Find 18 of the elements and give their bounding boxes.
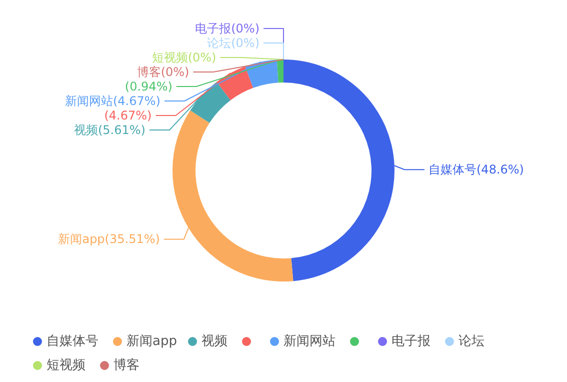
- legend-label: 自媒体号: [46, 334, 98, 349]
- category-label: 短视频(0%): [152, 50, 216, 64]
- category-label: 新闻app(35.51%): [58, 232, 160, 246]
- category-label: 新闻网站(4.67%): [64, 94, 160, 108]
- legend-label: 短视频: [46, 358, 86, 373]
- category-label: 视频(5.61%): [74, 123, 146, 137]
- category-label: 论坛(0%): [207, 36, 260, 50]
- legend-label: 电子报: [392, 334, 430, 349]
- data-label: (4.67%): [104, 108, 152, 122]
- legend-label: 新闻网站: [284, 334, 336, 349]
- legend-label: 博客: [114, 357, 140, 373]
- legend-label: 视频: [202, 334, 228, 349]
- legend-label: 新闻app: [126, 334, 177, 349]
- category-label: 电子报(0%): [195, 22, 260, 36]
- category-label: 自媒体号(48.6%): [428, 162, 524, 177]
- category-label: 博客(0%): [136, 65, 190, 79]
- data-label: (0.94%): [124, 80, 172, 94]
- legend-label: 论坛: [458, 334, 484, 349]
